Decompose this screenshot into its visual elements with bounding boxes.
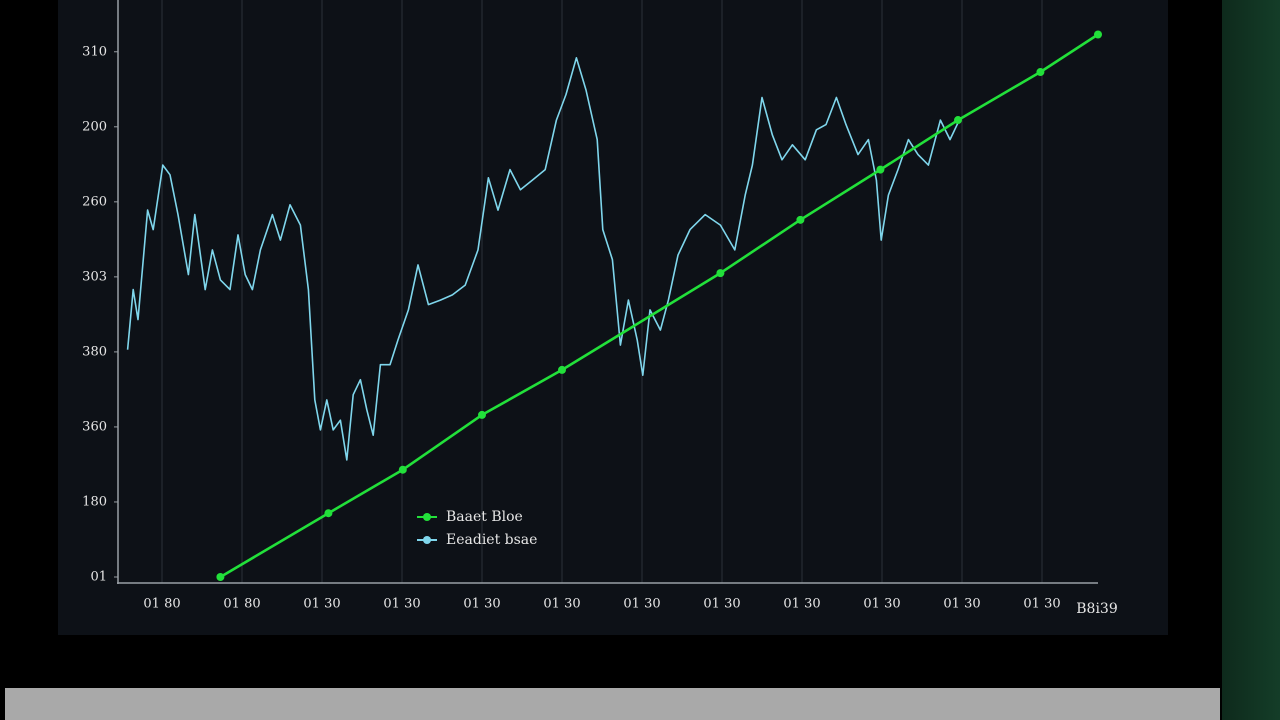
point xyxy=(478,410,486,419)
y-tick-label: 260 xyxy=(82,194,107,209)
legend-dot xyxy=(423,513,431,521)
legend-dot xyxy=(423,536,431,544)
point xyxy=(1036,68,1045,77)
x-axis-label: B8i39 xyxy=(1076,601,1118,617)
x-tick-label: 01 30 xyxy=(383,597,420,612)
y-tick-label: 180 xyxy=(82,494,107,509)
grid xyxy=(161,0,1043,583)
x-tick-label: 01 80 xyxy=(143,597,180,612)
x-tick-label: 01 30 xyxy=(303,597,340,612)
x-tick-label: 01 30 xyxy=(703,597,740,612)
y-tick-label: 380 xyxy=(82,344,107,359)
point xyxy=(324,509,333,518)
side-panel xyxy=(1222,0,1280,720)
legend: Baaet Bloe Eeadiet bsae xyxy=(417,509,537,548)
series-line xyxy=(126,56,962,461)
x-tick-label: 01 30 xyxy=(783,597,820,612)
point xyxy=(716,269,725,278)
y-tick-label: 360 xyxy=(82,419,107,434)
point xyxy=(796,215,805,224)
x-tick-label: 01 30 xyxy=(943,597,980,612)
legend-label: Baaet Bloe xyxy=(446,509,523,525)
point xyxy=(954,116,962,125)
x-tick-label: 01 30 xyxy=(623,597,660,612)
point xyxy=(1094,30,1102,39)
point xyxy=(216,573,225,581)
x-tick-label: 01 30 xyxy=(863,597,900,612)
legend-label: Eeadiet bsae xyxy=(446,532,537,548)
point xyxy=(558,365,566,374)
x-tick-label: 01 30 xyxy=(543,597,580,612)
x-tick-label: 01 30 xyxy=(1023,597,1060,612)
y-tick-label: 310 xyxy=(82,44,107,59)
x-tick-label: 01 30 xyxy=(463,597,500,612)
point xyxy=(398,465,407,474)
point xyxy=(876,165,885,174)
x-tick-label: 01 80 xyxy=(223,597,260,612)
y-tick-label: 303 xyxy=(82,269,107,284)
plot xyxy=(126,30,1102,581)
bottom-bar xyxy=(5,688,1220,720)
y-tick-label: 200 xyxy=(82,119,107,134)
y-tick-label: 01 xyxy=(90,570,107,585)
